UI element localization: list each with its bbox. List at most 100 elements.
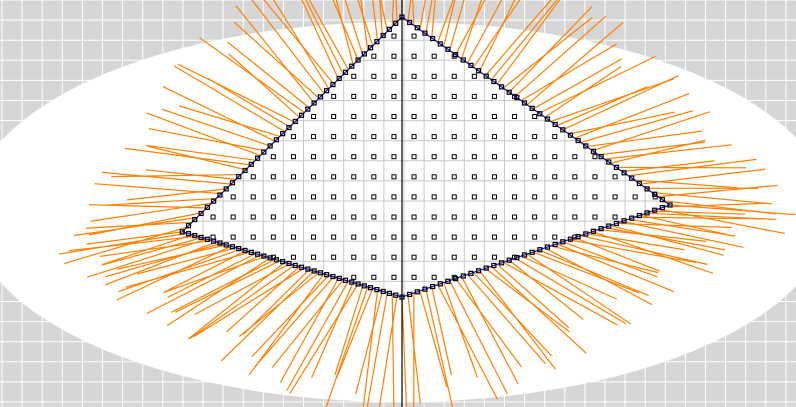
boundary-node xyxy=(368,45,374,51)
interior-node xyxy=(512,174,518,180)
normal-ray xyxy=(437,284,499,400)
normal-ray xyxy=(467,274,546,365)
normal-ray xyxy=(86,238,207,278)
boundary-node xyxy=(267,255,273,261)
boundary-node xyxy=(598,154,604,160)
boundary-node xyxy=(374,39,380,45)
boundary-node xyxy=(644,186,650,192)
boundary-node xyxy=(342,69,349,75)
boundary-node xyxy=(475,68,482,74)
interior-node xyxy=(572,174,578,180)
interior-node xyxy=(451,194,457,200)
interior-node xyxy=(451,154,457,160)
normal-ray xyxy=(664,202,768,208)
normal-rays xyxy=(58,0,796,407)
normal-ray xyxy=(366,292,388,407)
normal-ray xyxy=(273,0,330,89)
interior-node xyxy=(270,234,276,240)
boundary-node xyxy=(659,205,665,211)
normal-ray xyxy=(207,77,290,128)
normal-ray xyxy=(336,288,374,379)
normal-ray xyxy=(344,0,364,56)
boundary-polygon[interactable] xyxy=(179,14,673,300)
normal-ray xyxy=(610,139,706,164)
normal-ray xyxy=(425,0,433,34)
interior-node xyxy=(331,93,337,99)
interior-node xyxy=(290,134,296,140)
interior-node xyxy=(431,53,437,59)
interior-node xyxy=(612,194,618,200)
interior-node xyxy=(230,194,236,200)
interior-node xyxy=(290,254,296,260)
boundary-node xyxy=(506,257,512,263)
boundary-node xyxy=(437,41,443,47)
boundary-node xyxy=(575,137,581,144)
interior-node xyxy=(290,214,296,220)
interior-node xyxy=(351,254,357,260)
normal-ray xyxy=(105,242,222,278)
interior-nodes xyxy=(210,33,658,280)
interior-node xyxy=(371,274,377,280)
boundary-node xyxy=(606,159,612,165)
boundary-node xyxy=(393,20,399,26)
normal-ray xyxy=(167,253,256,298)
interior-node xyxy=(572,214,578,220)
interior-node xyxy=(391,154,397,160)
boundary-node xyxy=(529,105,535,111)
normal-ray xyxy=(88,212,202,236)
interior-node xyxy=(331,214,337,220)
boundary-node xyxy=(211,198,217,204)
normal-ray xyxy=(325,286,369,407)
interior-node xyxy=(391,114,397,119)
boundary-node xyxy=(330,81,336,88)
normal-ray xyxy=(301,0,340,80)
interior-node xyxy=(371,93,377,99)
boundary-node xyxy=(254,155,261,161)
normal-ray xyxy=(437,0,454,43)
interior-node xyxy=(351,93,357,99)
boundary-node xyxy=(380,288,386,295)
interior-node xyxy=(612,174,618,180)
boundary-node xyxy=(652,207,658,213)
normal-ray xyxy=(419,290,448,388)
interior-node xyxy=(552,214,558,220)
normal-ray xyxy=(455,0,486,55)
interior-node xyxy=(552,134,558,140)
interior-node xyxy=(431,234,437,240)
normal-ray xyxy=(146,254,261,315)
normal-ray xyxy=(173,65,286,133)
boundary-node xyxy=(248,161,254,167)
boundary-node xyxy=(445,46,451,52)
normal-ray xyxy=(101,237,202,266)
normal-ray xyxy=(431,286,453,376)
boundary-node xyxy=(273,257,280,263)
boundary-node xyxy=(652,191,658,197)
interior-node xyxy=(491,134,497,140)
normal-ray xyxy=(199,37,305,114)
interior-node xyxy=(491,154,497,160)
normal-ray xyxy=(478,0,516,72)
interior-node xyxy=(512,154,518,160)
boundary-node xyxy=(606,223,612,229)
normal-ray xyxy=(514,257,627,325)
interior-node xyxy=(371,234,377,240)
boundary-node xyxy=(355,57,361,63)
boundary-node xyxy=(583,231,589,237)
interior-node xyxy=(431,93,437,99)
interior-node xyxy=(532,214,538,220)
interior-node xyxy=(451,134,457,140)
interior-node xyxy=(411,174,417,180)
boundary-node xyxy=(229,244,236,250)
boundary-node xyxy=(229,180,236,186)
normal-ray xyxy=(148,128,266,152)
interior-node xyxy=(391,134,397,140)
normal-ray xyxy=(466,0,503,64)
normal-ray xyxy=(544,247,653,306)
interior-node xyxy=(592,194,598,200)
interior-node xyxy=(512,194,518,200)
interior-node xyxy=(572,194,578,200)
normal-ray xyxy=(449,280,508,394)
interior-node xyxy=(411,194,417,200)
boundary-node xyxy=(537,247,543,253)
